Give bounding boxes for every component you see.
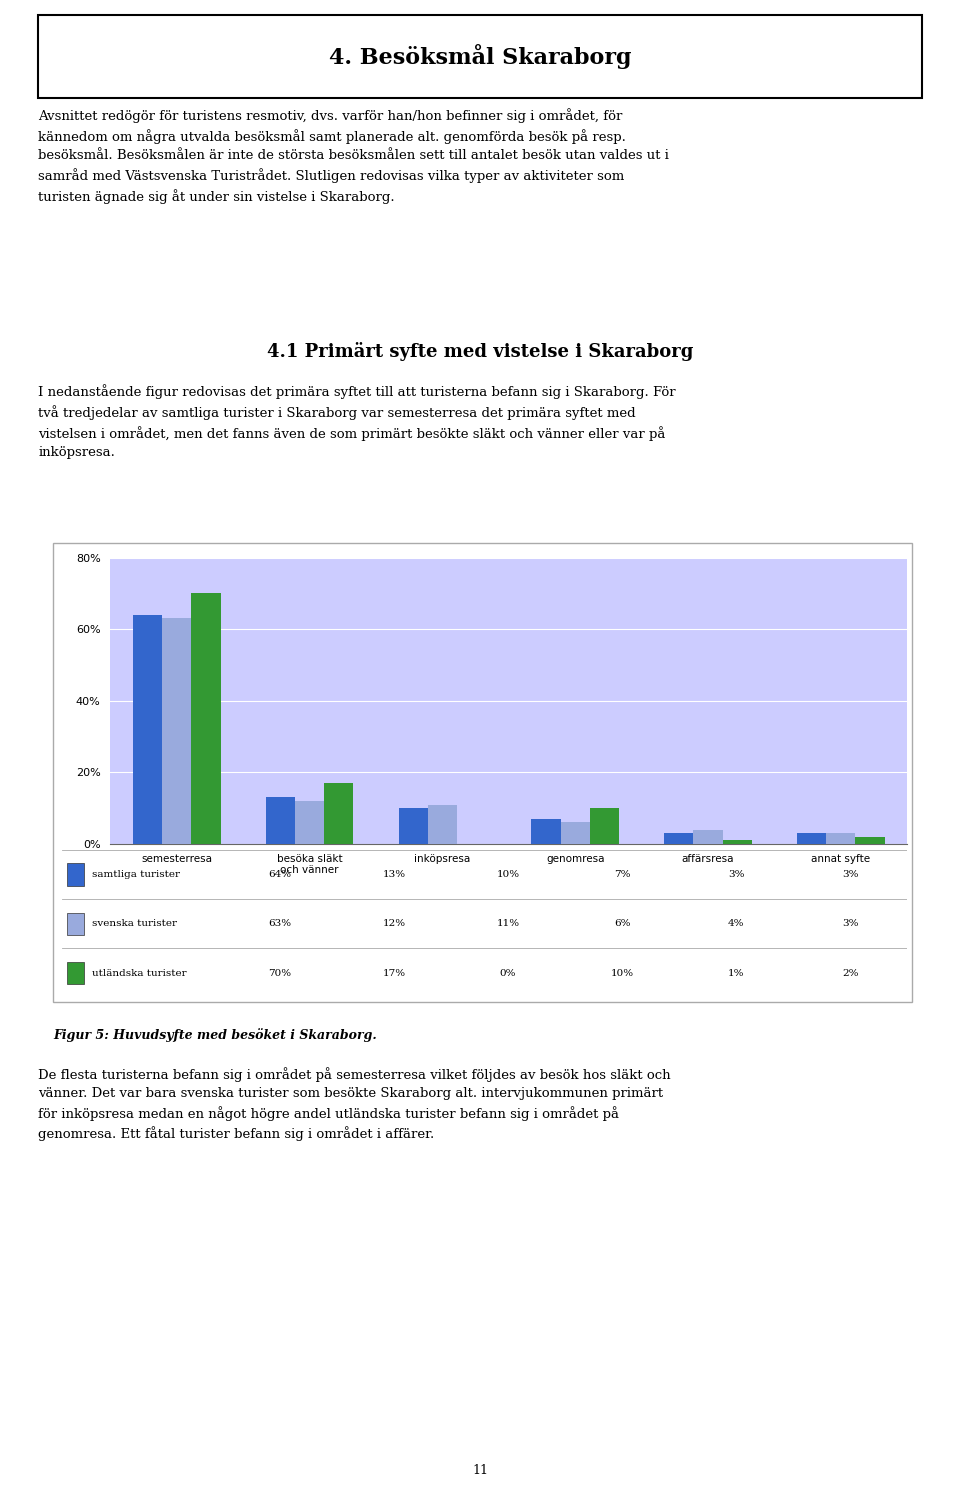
Bar xyxy=(295,802,324,844)
Text: 3%: 3% xyxy=(842,919,858,928)
Text: 4. Besöksmål Skaraborg: 4. Besöksmål Skaraborg xyxy=(328,44,632,69)
Text: Figur 5: Huvudsyfte med besöket i Skaraborg.: Figur 5: Huvudsyfte med besöket i Skarab… xyxy=(53,1028,376,1043)
Bar xyxy=(266,797,295,844)
Text: 4%: 4% xyxy=(728,919,744,928)
Text: 4.1 Primärt syfte med vistelse i Skaraborg: 4.1 Primärt syfte med vistelse i Skarabo… xyxy=(267,342,693,360)
Text: 6%: 6% xyxy=(613,919,631,928)
Text: 2%: 2% xyxy=(842,969,858,978)
Bar xyxy=(428,805,457,844)
Bar xyxy=(855,836,884,844)
Bar xyxy=(532,818,561,844)
Bar xyxy=(723,841,752,844)
Text: 17%: 17% xyxy=(382,969,405,978)
Text: De flesta turisterna befann sig i området på semesterresa vilket följdes av besö: De flesta turisterna befann sig i område… xyxy=(38,1067,671,1141)
Bar xyxy=(162,618,191,844)
Text: 11: 11 xyxy=(472,1463,488,1477)
Bar xyxy=(827,833,855,844)
Bar xyxy=(693,829,723,844)
Text: 10%: 10% xyxy=(611,969,634,978)
Bar xyxy=(664,833,693,844)
Bar xyxy=(324,784,353,844)
Bar xyxy=(66,913,84,934)
Text: 11%: 11% xyxy=(496,919,519,928)
FancyBboxPatch shape xyxy=(38,15,922,98)
Text: 1%: 1% xyxy=(728,969,744,978)
Text: 12%: 12% xyxy=(382,919,405,928)
Text: 64%: 64% xyxy=(269,870,292,879)
Text: I nedanstående figur redovisas det primära syftet till att turisterna befann sig: I nedanstående figur redovisas det primä… xyxy=(38,384,676,458)
Text: samtliga turister: samtliga turister xyxy=(92,870,180,879)
Bar xyxy=(191,594,221,844)
Text: 63%: 63% xyxy=(269,919,292,928)
Text: Avsnittet redögör för turistens resmotiv, dvs. varför han/hon befinner sig i omr: Avsnittet redögör för turistens resmotiv… xyxy=(38,109,669,203)
Bar xyxy=(133,615,162,844)
Bar xyxy=(66,961,84,984)
Text: 70%: 70% xyxy=(269,969,292,978)
Text: 3%: 3% xyxy=(842,870,858,879)
Bar xyxy=(561,823,589,844)
Bar xyxy=(589,808,619,844)
Bar xyxy=(797,833,827,844)
Text: 13%: 13% xyxy=(382,870,405,879)
Bar xyxy=(66,864,84,886)
Text: utländska turister: utländska turister xyxy=(92,969,186,978)
Text: 0%: 0% xyxy=(500,969,516,978)
Text: 10%: 10% xyxy=(496,870,519,879)
Text: 3%: 3% xyxy=(728,870,744,879)
Text: svenska turister: svenska turister xyxy=(92,919,177,928)
Bar xyxy=(398,808,428,844)
Text: 7%: 7% xyxy=(613,870,631,879)
